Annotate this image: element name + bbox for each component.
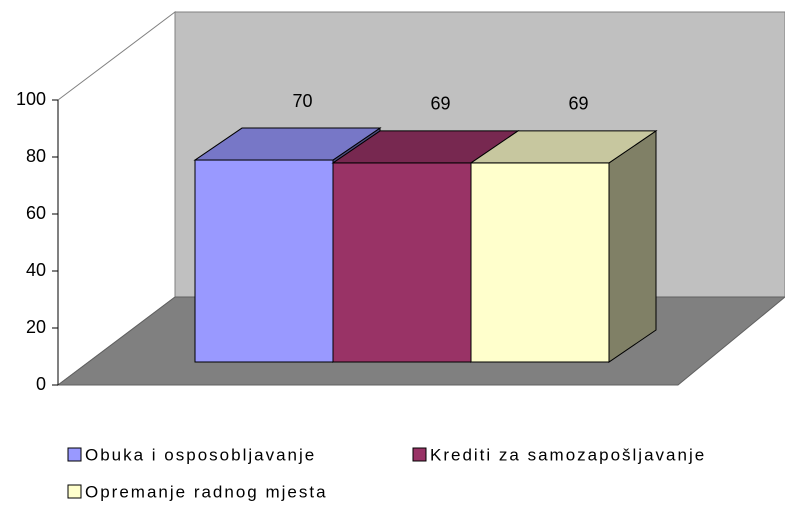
y-tick-label: 20 bbox=[26, 317, 46, 337]
data-label: 69 bbox=[430, 94, 450, 114]
legend-swatch bbox=[67, 484, 82, 499]
legend-label: Krediti za samozapošljavanje bbox=[430, 445, 706, 464]
legend-swatch bbox=[412, 447, 427, 462]
data-label: 69 bbox=[568, 94, 588, 114]
y-tick-label: 60 bbox=[26, 203, 46, 223]
bar bbox=[470, 162, 610, 363]
legend-label: Opremanje radnog mjesta bbox=[85, 482, 328, 501]
bar-top bbox=[193, 127, 382, 161]
y-tick-label: 80 bbox=[26, 146, 46, 166]
legend-label: Obuka i osposobljavanje bbox=[85, 445, 316, 464]
data-label: 70 bbox=[292, 91, 312, 111]
bar-side bbox=[608, 129, 657, 363]
bar bbox=[332, 162, 472, 363]
legend-swatch bbox=[67, 447, 82, 462]
y-tick-label: 100 bbox=[16, 89, 46, 109]
bar-top bbox=[469, 130, 658, 164]
y-tick-label: 0 bbox=[36, 374, 46, 394]
y-tick-label: 40 bbox=[26, 260, 46, 280]
bar bbox=[194, 159, 334, 363]
